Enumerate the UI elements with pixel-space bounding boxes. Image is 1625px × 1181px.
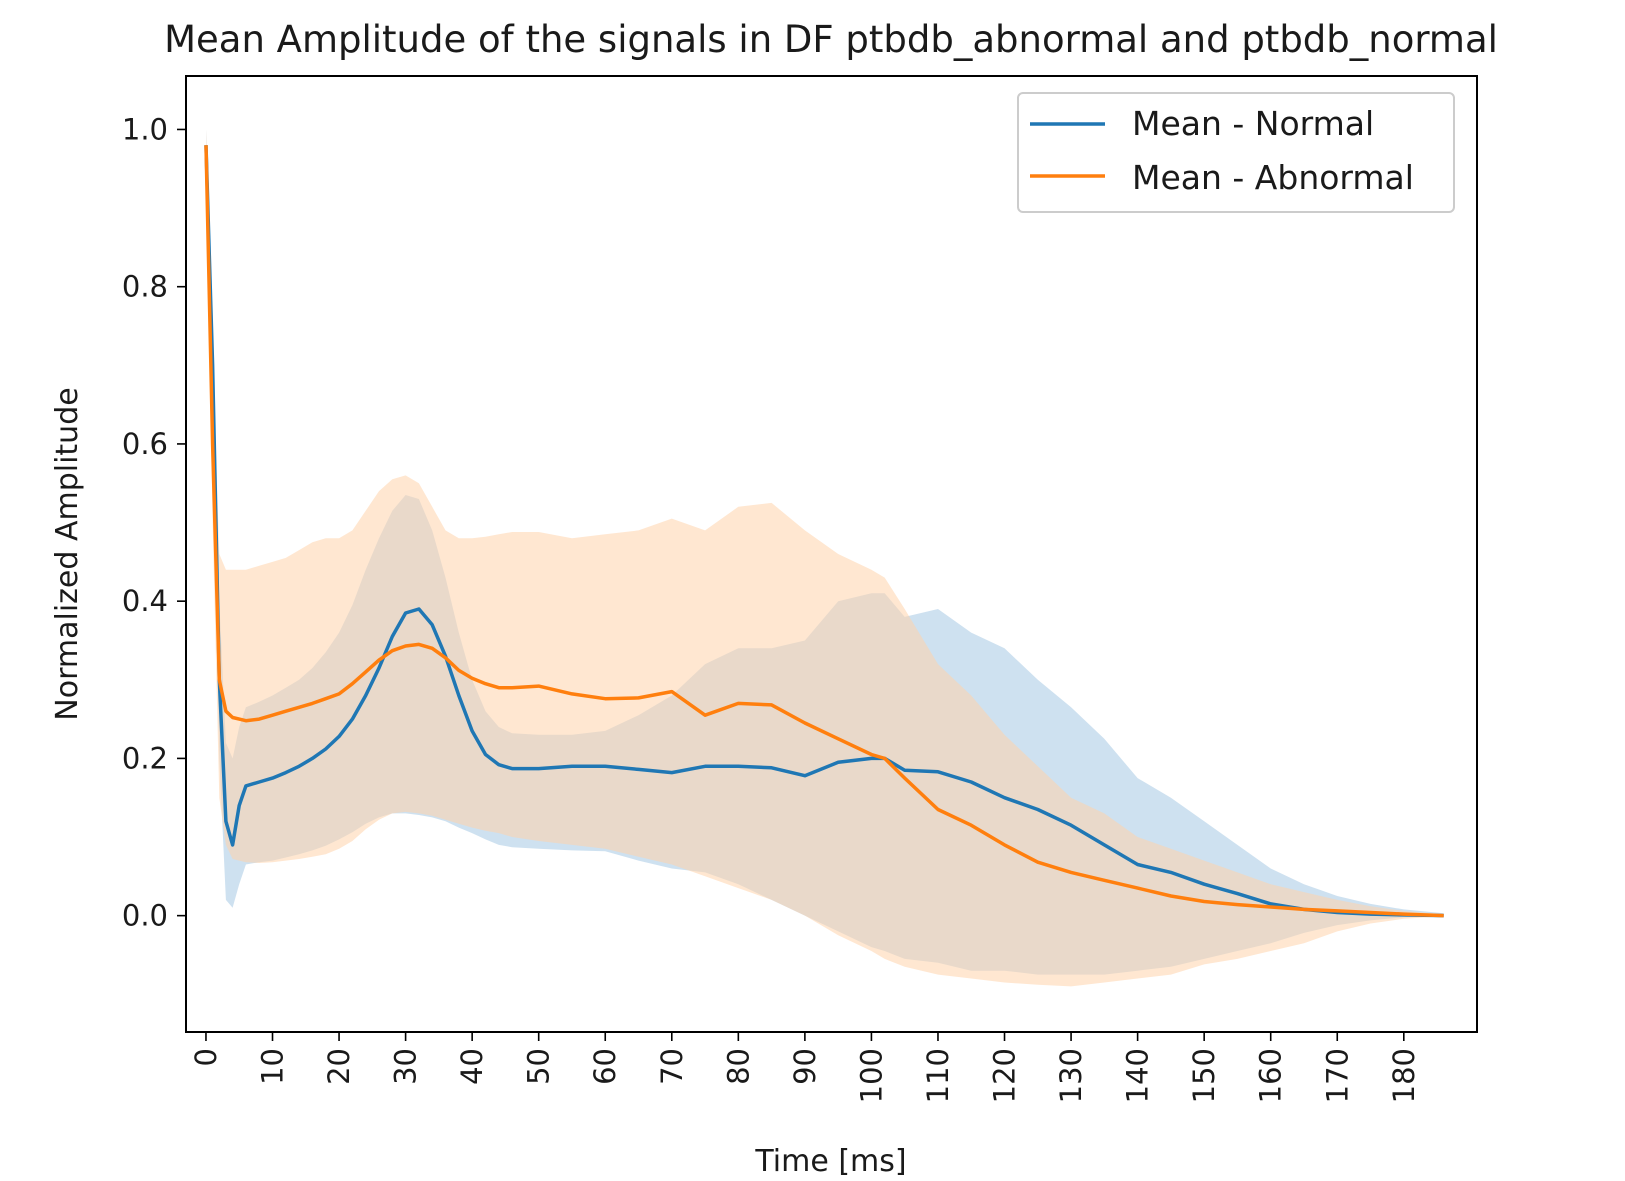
confidence-bands [206, 129, 1444, 987]
legend-label-abnormal: Mean - Abnormal [1132, 158, 1414, 197]
y-tick-label: 0.8 [122, 270, 168, 304]
x-tick-label: 50 [522, 1048, 556, 1085]
x-tick-label: 60 [588, 1048, 622, 1085]
x-tick-label: 100 [854, 1048, 888, 1103]
y-tick-label: 0.0 [122, 899, 168, 933]
x-tick-label: 110 [921, 1048, 955, 1103]
x-axis-ticks: 0 10 20 30 40 50 60 70 80 90 100 110 120 130 140 150 160… [189, 1032, 1421, 1103]
band-abnormal [206, 129, 1444, 987]
y-axis-ticks: 0.0 0.2 0.4 0.6 0.8 1.0 [122, 112, 186, 933]
y-tick-label: 0.4 [122, 584, 168, 618]
x-tick-label: 0 [189, 1048, 223, 1066]
x-tick-label: 90 [788, 1048, 822, 1085]
y-tick-label: 0.2 [122, 741, 168, 775]
x-tick-label: 30 [389, 1048, 423, 1085]
x-axis-label: Time [ms] [754, 1144, 906, 1179]
y-tick-label: 1.0 [122, 112, 168, 146]
x-tick-label: 130 [1054, 1048, 1088, 1103]
x-tick-label: 40 [455, 1048, 489, 1085]
x-tick-label: 150 [1187, 1048, 1221, 1103]
line-abnormal [204, 145, 1444, 918]
legend-label-normal: Mean - Normal [1132, 104, 1374, 143]
x-tick-label: 140 [1121, 1048, 1155, 1103]
x-tick-label: 20 [322, 1048, 356, 1085]
x-tick-label: 120 [988, 1048, 1022, 1103]
legend-box [1017, 92, 1455, 213]
series-lines [204, 145, 1444, 918]
plot-area-frame [185, 75, 1478, 1033]
x-tick-label: 80 [721, 1048, 755, 1085]
y-tick-label: 0.6 [122, 427, 168, 461]
line-normal [204, 145, 1444, 918]
x-tick-label: 180 [1387, 1048, 1421, 1103]
chart-title: Mean Amplitude of the signals in DF ptbd… [164, 18, 1498, 61]
chart-legend: Mean - Normal Mean - Abnormal [1017, 92, 1455, 213]
x-tick-label: 70 [655, 1048, 689, 1085]
x-tick-label: 10 [256, 1048, 290, 1085]
x-tick-label: 160 [1254, 1048, 1288, 1103]
x-tick-label: 170 [1320, 1048, 1354, 1103]
y-axis-label: Normalized Amplitude [50, 387, 85, 720]
